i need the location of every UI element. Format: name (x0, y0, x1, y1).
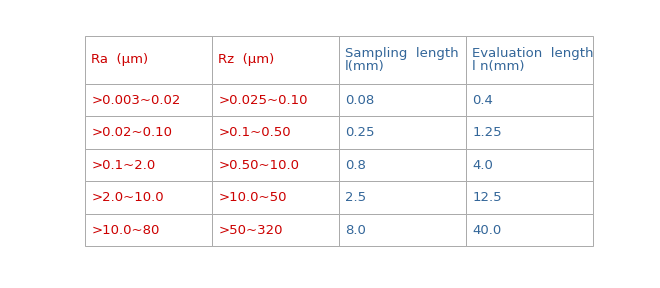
Text: 40.0: 40.0 (472, 224, 502, 237)
Bar (466, 214, 593, 247)
Text: 12.5: 12.5 (472, 191, 502, 204)
Bar (212, 214, 339, 247)
Text: l n(mm): l n(mm) (472, 60, 525, 73)
Text: 4.0: 4.0 (472, 159, 493, 172)
Bar (85, 116, 212, 149)
Bar (212, 149, 339, 181)
Bar (85, 84, 212, 116)
Text: >10.0~50: >10.0~50 (218, 191, 286, 204)
Text: 2.5: 2.5 (345, 191, 366, 204)
Bar (339, 149, 466, 181)
Text: Sampling  length: Sampling length (345, 47, 459, 60)
Text: >0.003~0.02: >0.003~0.02 (91, 94, 181, 107)
Bar (466, 181, 593, 214)
Text: 0.25: 0.25 (345, 126, 375, 139)
Bar (466, 149, 593, 181)
Bar (339, 36, 466, 84)
Text: Rz  (μm): Rz (μm) (218, 53, 275, 66)
Bar (466, 36, 593, 84)
Bar (339, 181, 466, 214)
Text: >10.0~80: >10.0~80 (91, 224, 160, 237)
Text: Ra  (μm): Ra (μm) (91, 53, 148, 66)
Bar (339, 116, 466, 149)
Text: Evaluation  length: Evaluation length (472, 47, 593, 60)
Bar (85, 181, 212, 214)
Bar (466, 84, 593, 116)
Bar (339, 84, 466, 116)
Bar (85, 149, 212, 181)
Text: >0.025~0.10: >0.025~0.10 (218, 94, 308, 107)
Text: 1.25: 1.25 (472, 126, 502, 139)
Text: >0.1~0.50: >0.1~0.50 (218, 126, 291, 139)
Bar (212, 84, 339, 116)
Bar (212, 116, 339, 149)
Text: 0.08: 0.08 (345, 94, 374, 107)
Bar (85, 214, 212, 247)
Text: 8.0: 8.0 (345, 224, 366, 237)
Text: >0.1~2.0: >0.1~2.0 (91, 159, 156, 172)
Text: 0.4: 0.4 (472, 94, 493, 107)
Bar (212, 181, 339, 214)
Text: 0.8: 0.8 (345, 159, 366, 172)
Bar (85, 36, 212, 84)
Text: >0.02~0.10: >0.02~0.10 (91, 126, 172, 139)
Text: >2.0~10.0: >2.0~10.0 (91, 191, 164, 204)
Bar (339, 214, 466, 247)
Text: l(mm): l(mm) (345, 60, 385, 73)
Text: >0.50~10.0: >0.50~10.0 (218, 159, 299, 172)
Bar (212, 36, 339, 84)
Text: >50~320: >50~320 (218, 224, 282, 237)
Bar (466, 116, 593, 149)
